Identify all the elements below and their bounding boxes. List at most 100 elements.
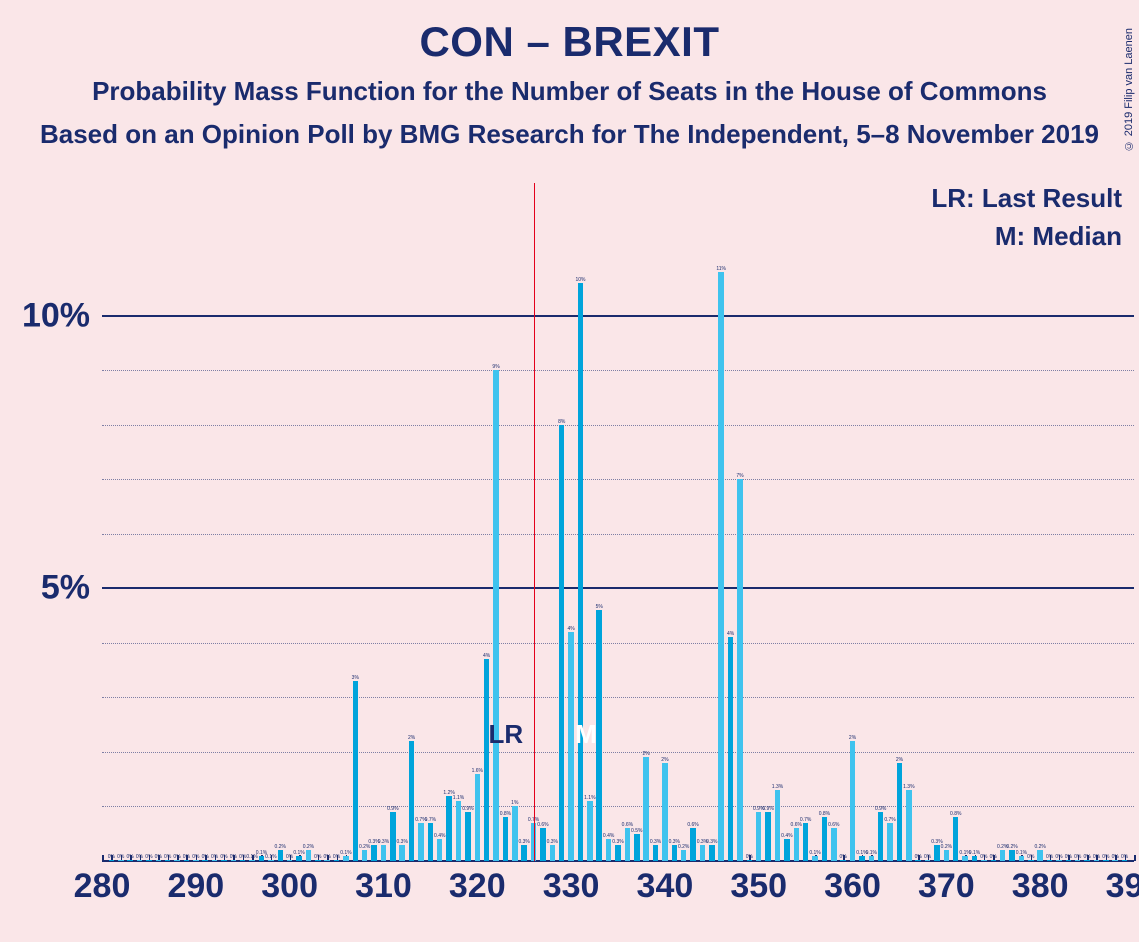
bar-value-label: 0% <box>211 854 218 860</box>
bar-value-label: 10% <box>575 277 585 283</box>
legend-m: M: Median <box>995 221 1122 252</box>
chart-area: LR: Last Result M: Median 28029030031032… <box>102 183 1134 863</box>
bar-value-label: 1% <box>511 800 518 806</box>
bar: 8% <box>559 425 565 861</box>
bar-value-label: 0.2% <box>1034 844 1045 850</box>
bar-value-label: 0% <box>915 854 922 860</box>
bar: 0.1% <box>249 860 255 861</box>
bar-value-label: 0% <box>1102 854 1109 860</box>
bar: 0.1% <box>859 856 865 861</box>
bar-value-label: 0% <box>840 854 847 860</box>
gridline-major <box>102 315 1134 317</box>
gridline-minor <box>102 370 1134 371</box>
x-axis-label: 380 <box>1012 867 1069 906</box>
bar-value-label: 0.2% <box>275 844 286 850</box>
copyright-text: © 2019 Filip van Laenen <box>1123 28 1135 151</box>
bar: 0% <box>1047 860 1053 861</box>
gridline-major <box>102 587 1134 589</box>
bar: 0.3% <box>381 845 387 861</box>
bar: 0.2% <box>1037 850 1043 861</box>
bar-value-label: 0% <box>202 854 209 860</box>
bar: 1% <box>512 806 518 861</box>
bar: 0.6% <box>690 828 696 861</box>
bar-value-label: 8% <box>558 419 565 425</box>
bar-value-label: 0% <box>117 854 124 860</box>
bar-value-label: 2% <box>896 757 903 763</box>
inset-label-m: M <box>575 719 597 750</box>
bar: 0.8% <box>953 817 959 861</box>
bar-value-label: 4% <box>567 626 574 632</box>
bar-value-label: 1.1% <box>584 795 595 801</box>
gridline-minor <box>102 806 1134 807</box>
bar: 0.3% <box>615 845 621 861</box>
bar: 0.9% <box>878 812 884 861</box>
bar-value-label: 2% <box>849 735 856 741</box>
bar-value-label: 0.7% <box>884 817 895 823</box>
bar: 0% <box>184 860 190 861</box>
bar-value-label: 0.8% <box>950 811 961 817</box>
bar: 0% <box>334 860 340 861</box>
bar-value-label: 11% <box>716 266 726 272</box>
bar-value-label: 0.9% <box>875 806 886 812</box>
bar-value-label: 0.3% <box>378 839 389 845</box>
bar-value-label: 0% <box>1046 854 1053 860</box>
bar-value-label: 1.3% <box>772 784 783 790</box>
bar: 0% <box>1122 860 1128 861</box>
bar: 0% <box>1075 860 1081 861</box>
bar: 0.3% <box>700 845 706 861</box>
bar-value-label: 0.1% <box>340 850 351 856</box>
x-axis-label: 340 <box>637 867 694 906</box>
median-line <box>534 183 536 861</box>
bar-value-label: 0.3% <box>397 839 408 845</box>
bar-value-label: 0% <box>990 854 997 860</box>
bar: 0% <box>109 860 115 861</box>
bar: 0% <box>925 860 931 861</box>
inset-label-lr: LR <box>489 719 524 750</box>
bar-value-label: 0% <box>314 854 321 860</box>
bar: 0.9% <box>765 812 771 861</box>
bar-value-label: 0% <box>145 854 152 860</box>
bar-value-label: 0% <box>746 854 753 860</box>
bar-value-label: 0% <box>173 854 180 860</box>
gridline-minor <box>102 425 1134 426</box>
gridline-minor <box>102 752 1134 753</box>
bar: 0.6% <box>540 828 546 861</box>
chart-subtitle-1: Probability Mass Function for the Number… <box>0 76 1139 107</box>
bar-value-label: 0.1% <box>809 850 820 856</box>
bar: 4% <box>484 659 490 861</box>
gridline-minor <box>102 479 1134 480</box>
bar: 1.3% <box>775 790 781 861</box>
x-axis-label: 390 <box>1106 867 1139 906</box>
bar-value-label: 0% <box>333 854 340 860</box>
bar-value-label: 0% <box>1027 854 1034 860</box>
bar: 0.8% <box>822 817 828 861</box>
chart-title: CON – BREXIT <box>0 18 1139 66</box>
bar: 0% <box>981 860 987 861</box>
bar: 0% <box>212 860 218 861</box>
bar: 4% <box>728 637 734 861</box>
bar-value-label: 5% <box>596 604 603 610</box>
bar: 0.1% <box>962 856 968 861</box>
bar: 1.3% <box>906 790 912 861</box>
bar-value-label: 4% <box>483 653 490 659</box>
bar: 0.3% <box>653 845 659 861</box>
bar: 0.7% <box>803 823 809 861</box>
bar-value-label: 0.3% <box>650 839 661 845</box>
bar-value-label: 0% <box>136 854 143 860</box>
bar: 0% <box>156 860 162 861</box>
bar-value-label: 0.2% <box>303 844 314 850</box>
bar-value-label: 0% <box>220 854 227 860</box>
x-axis-label: 280 <box>74 867 131 906</box>
bar: 0% <box>747 860 753 861</box>
bar: 0.4% <box>784 839 790 861</box>
bar: 0.2% <box>362 850 368 861</box>
x-axis-label: 290 <box>167 867 224 906</box>
bar: 9% <box>493 370 499 861</box>
bar: 0% <box>1028 860 1034 861</box>
bar: 0% <box>1103 860 1109 861</box>
bar: 5% <box>596 610 602 861</box>
bar: 0.7% <box>418 823 424 861</box>
bar-value-label: 0.6% <box>828 822 839 828</box>
chart-subtitle-2: Based on an Opinion Poll by BMG Research… <box>0 119 1139 150</box>
bar-value-label: 0% <box>155 854 162 860</box>
